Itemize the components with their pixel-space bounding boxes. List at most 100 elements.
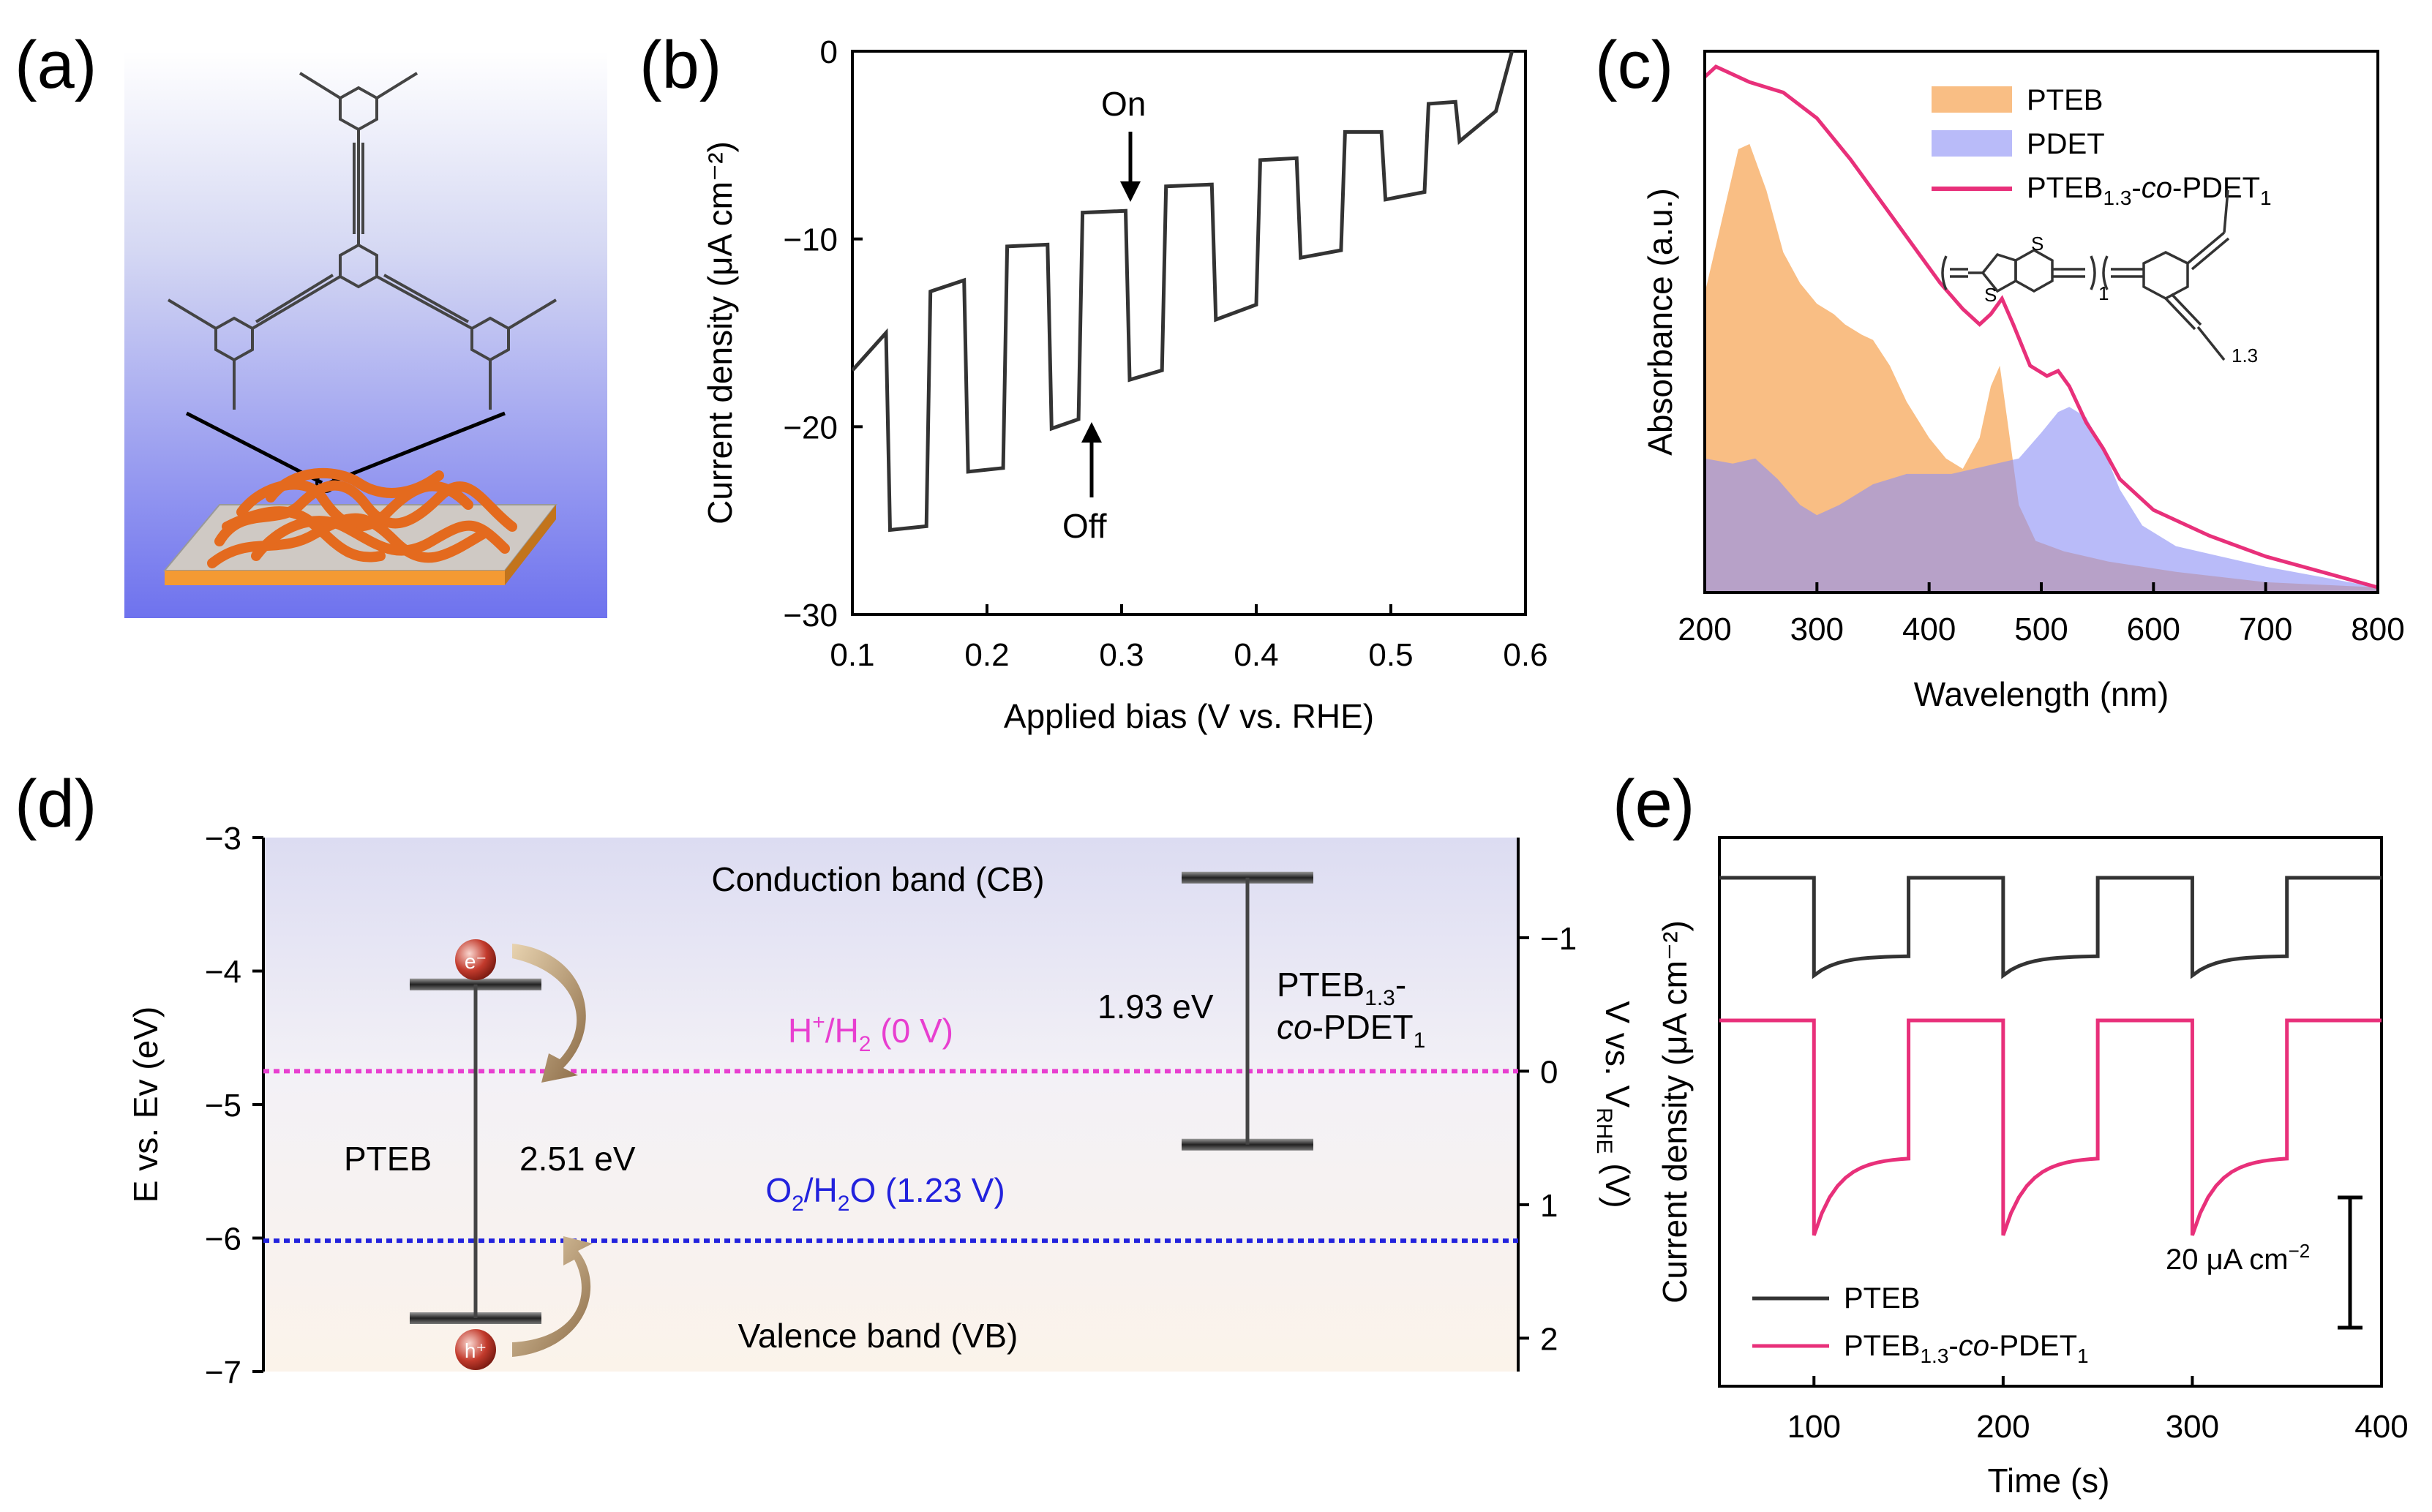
vb-label: Valence band (VB) <box>738 1317 1018 1355</box>
panel-d-left-tick-label: −3 <box>205 821 241 857</box>
scale-bar-label: 20 μA cm−2 <box>2166 1240 2310 1276</box>
panel-label-d: (d) <box>15 767 97 841</box>
copolymer-photocurrent-line <box>1719 1018 2382 1236</box>
substrate-side <box>505 505 556 585</box>
panel-c-ylabel: Absorbance (a.u.) <box>1641 188 1679 456</box>
panel-c-xtick-label: 800 <box>2351 612 2404 647</box>
copolymer-structure <box>1941 189 2230 361</box>
panel-b-ylabel: Current density (μA cm⁻²) <box>701 141 739 524</box>
legend-label-pteb-e: PTEB <box>1844 1282 1920 1314</box>
panel-b-ytick-label: −30 <box>783 598 838 633</box>
hole-label: h⁺ <box>465 1339 487 1362</box>
annotation-off: Off <box>1062 507 1107 545</box>
structure-subscript-13: 1.3 <box>2232 345 2258 366</box>
panel-d-diagram: −3 −4 −5 −6 −7 −1 0 1 2 Conduction band (CB) Val… <box>127 821 1637 1391</box>
panel-b-xtick-label: 0.6 <box>1503 637 1547 673</box>
structure-s-label-2: S <box>2031 233 2043 255</box>
panel-b-frame <box>851 50 1527 616</box>
polymer-structure <box>167 72 558 410</box>
panel-c-xlabel: Wavelength (nm) <box>1914 675 2169 713</box>
panel-d-left-tick-label: −5 <box>205 1088 241 1124</box>
pteb-label: PTEB <box>344 1140 432 1178</box>
panel-b-xtick-label: 0.1 <box>830 637 874 673</box>
panel-d-left-tick-label: −6 <box>205 1222 241 1257</box>
panel-e-xtick-label: 300 <box>2166 1409 2219 1445</box>
legend-label-pteb: PTEB <box>2027 84 2103 116</box>
panel-c-xtick-label: 200 <box>1678 612 1731 647</box>
panel-b-ytick-label: −20 <box>783 410 838 445</box>
panel-b-xtick-label: 0.3 <box>1099 637 1144 673</box>
panel-c-xtick-label: 600 <box>2127 612 2180 647</box>
copolymer-label-line1: PTEB1.3- <box>1277 966 1406 1010</box>
panel-e-chart: 100 200 300 400 20 μA cm−2 PTEB PTEB1.3-co-… <box>1656 836 2409 1500</box>
panel-b-chart: 0.1 0.2 0.3 0.4 0.5 0.6 0 −10 −20 −30 On Off Appl… <box>701 34 1548 735</box>
hole-icon <box>455 1329 496 1370</box>
panel-c-xtick-label: 400 <box>1902 612 1956 647</box>
panel-c-chart: 200 300 400 500 600 700 800 PTEB PDET PTEB1.3-… <box>1641 50 2405 713</box>
legend-swatch-pdet <box>1932 130 2012 157</box>
zoom-line-right <box>329 411 506 485</box>
electron-label: e⁻ <box>465 950 487 973</box>
polymer-fibres <box>207 467 517 568</box>
panel-b-series-line <box>851 50 1515 533</box>
panel-b-ytick-label: 0 <box>820 34 838 70</box>
structure-subscript-1: 1 <box>2098 282 2109 304</box>
annotation-on-arrowhead <box>1120 181 1141 202</box>
panel-e-xtick-label: 100 <box>1787 1409 1841 1445</box>
structure-s-label-1: S <box>1984 284 1997 306</box>
area-pdet <box>1705 407 2378 593</box>
panel-d-left-tick-label: −7 <box>205 1355 241 1391</box>
h2-label: H+/H2 (0 V) <box>788 1010 953 1056</box>
panel-b-ytick-label: −10 <box>783 222 838 258</box>
panel-d-left-tick-label: −4 <box>205 955 241 990</box>
area-pteb <box>1705 143 2378 593</box>
panel-b-xtick-label: 0.4 <box>1234 637 1278 673</box>
panel-d-ylabel-right: V vs. VRHE (V) <box>1592 1001 1637 1208</box>
pteb-gap-label: 2.51 eV <box>519 1140 636 1178</box>
panel-d-background <box>263 838 1518 1372</box>
panel-b-xtick-label: 0.2 <box>964 637 1009 673</box>
panel-e-ticks: 100 200 300 400 <box>1787 1376 2409 1445</box>
legend-label-copolymer: PTEB1.3-co-PDET1 <box>2027 172 2272 209</box>
panel-e-xlabel: Time (s) <box>1988 1462 2110 1500</box>
legend-swatch-pteb <box>1932 86 2012 113</box>
panel-c-ticks: 200 300 400 500 600 700 800 <box>1678 582 2405 647</box>
zoom-line-left <box>185 411 323 485</box>
o2-label: O2/H2O (1.23 V) <box>765 1171 1005 1216</box>
annotation-off-arrowhead <box>1081 422 1102 443</box>
panel-c-xtick-label: 500 <box>2014 612 2068 647</box>
panel-label-e: (e) <box>1613 767 1694 841</box>
panel-d-ylabel-left: E vs. Ev (eV) <box>127 1007 165 1203</box>
panel-a-illustration <box>124 51 607 618</box>
panel-b-xlabel: Applied bias (V vs. RHE) <box>1004 697 1374 735</box>
electron-icon <box>455 939 496 980</box>
panel-label-c: (c) <box>1595 28 1673 102</box>
panel-d-right-tick-label: 2 <box>1540 1321 1558 1357</box>
panel-d-ticks: −3 −4 −5 −6 −7 −1 0 1 2 <box>205 821 1577 1391</box>
panel-e-ylabel: Current density (μA cm⁻²) <box>1656 920 1694 1304</box>
panel-e-frame <box>1718 836 2383 1388</box>
pteb-photocurrent-line <box>1719 876 2382 979</box>
legend-label-pdet: PDET <box>2027 128 2105 160</box>
copolymer-gap-label: 1.93 eV <box>1097 988 1214 1026</box>
legend-label-copolymer-e: PTEB1.3-co-PDET1 <box>1844 1330 2089 1367</box>
panel-c-xtick-label: 700 <box>2239 612 2292 647</box>
panel-c-legend: PTEB PDET PTEB1.3-co-PDET1 <box>1932 84 2272 209</box>
panel-e-xtick-label: 200 <box>1976 1409 2030 1445</box>
cb-label: Conduction band (CB) <box>711 860 1044 898</box>
panel-e-xtick-label: 400 <box>2354 1409 2408 1445</box>
panel-b-xtick-label: 0.5 <box>1368 637 1413 673</box>
panel-d-right-tick-label: 1 <box>1540 1188 1558 1224</box>
annotation-on: On <box>1101 85 1146 123</box>
line-pteb-co-pdet <box>1703 64 2379 590</box>
panel-c-xtick-label: 300 <box>1790 612 1844 647</box>
panel-label-a: (a) <box>15 28 97 102</box>
electron-transfer-arrow-icon <box>512 944 586 1083</box>
hole-transfer-arrow-icon <box>512 1236 593 1357</box>
copolymer-label-line2: co-PDET1 <box>1277 1008 1425 1053</box>
panel-d-right-tick-label: 0 <box>1540 1054 1558 1090</box>
panel-d-right-tick-label: −1 <box>1540 921 1577 957</box>
panel-label-b: (b) <box>639 28 721 102</box>
panel-b-ticks: 0.1 0.2 0.3 0.4 0.5 0.6 0 −10 −20 −30 <box>783 34 1547 673</box>
